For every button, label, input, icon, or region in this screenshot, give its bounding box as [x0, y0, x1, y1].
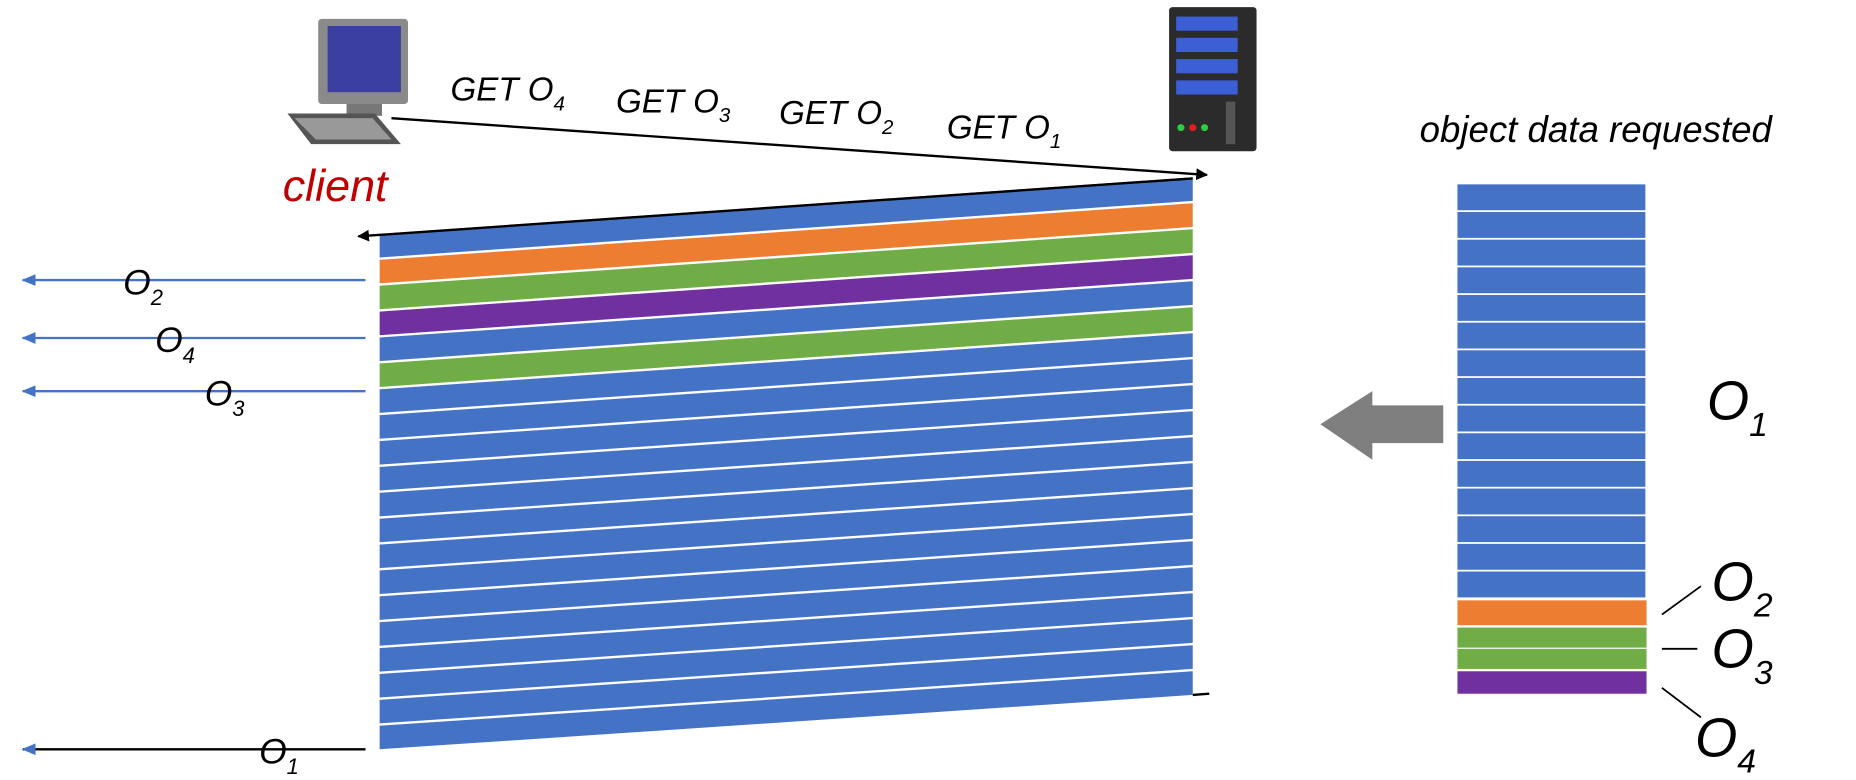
- queue-cell: [1457, 433, 1645, 459]
- queue-cell: [1457, 461, 1645, 487]
- queue-cell: [1457, 572, 1645, 598]
- client-icon: [287, 19, 408, 144]
- response-band: [380, 177, 1193, 749]
- label-text: O: [1707, 371, 1749, 432]
- queue-cell: [1457, 378, 1645, 404]
- server-icon: [1169, 7, 1256, 151]
- object-label: O3: [1712, 619, 1773, 692]
- queue-cell: [1457, 544, 1645, 570]
- queue-cell: [1457, 489, 1645, 515]
- queue-cell: [1457, 516, 1645, 542]
- arrival-label: O4: [155, 320, 195, 368]
- label-subscript: 2: [150, 285, 163, 310]
- label-text: O: [155, 320, 183, 360]
- diagram: client object data requested GET O4GET O…: [0, 0, 1856, 780]
- queue-cell: [1457, 295, 1645, 321]
- request-label: GET O1: [947, 109, 1061, 153]
- queue-cell: [1457, 406, 1645, 432]
- page: {"client_label": "client", "requests": […: [0, 0, 1856, 780]
- request-label: GET O3: [616, 83, 731, 127]
- label-subscript: 1: [287, 754, 299, 779]
- label-subscript: 2: [881, 116, 894, 139]
- request-label: GET O4: [451, 71, 565, 115]
- label-subscript: 4: [1737, 743, 1756, 780]
- queue-cell: [1457, 628, 1646, 648]
- label-subscript: 3: [1754, 654, 1773, 692]
- object-label: O4: [1695, 707, 1756, 780]
- object-label: O1: [1707, 371, 1768, 444]
- queue-cell: [1457, 212, 1645, 238]
- label-subscript: 3: [719, 104, 731, 127]
- client-label: client: [283, 160, 390, 211]
- label-text: O: [1712, 551, 1754, 612]
- label-subscript: 3: [232, 396, 245, 421]
- queue-cell: [1457, 600, 1646, 625]
- label-text: O: [1712, 619, 1754, 680]
- queue-cell: [1457, 240, 1645, 266]
- band-end: [1193, 694, 1210, 695]
- leader-line: [1662, 586, 1701, 614]
- queue-cell: [1457, 649, 1646, 669]
- arrival-label: O3: [205, 373, 246, 421]
- label-subscript: 4: [183, 343, 195, 368]
- label-text: GET O: [947, 109, 1050, 146]
- label-text: GET O: [779, 95, 882, 132]
- label-text: GET O: [616, 83, 719, 120]
- label-text: O: [1695, 707, 1737, 768]
- queue-cell: [1457, 671, 1646, 693]
- arrival-label: O2: [123, 262, 163, 310]
- queue-title: object data requested: [1420, 109, 1774, 150]
- queue-cell: [1457, 267, 1645, 293]
- label-subscript: 2: [1753, 587, 1773, 625]
- arrival-label: O1: [259, 731, 299, 779]
- queue-cell: [1457, 350, 1645, 376]
- label-subscript: 1: [1749, 406, 1768, 444]
- object-queue: [1457, 184, 1646, 693]
- object-label: O2: [1712, 551, 1773, 624]
- queue-cell: [1457, 184, 1645, 210]
- label-text: O: [259, 731, 287, 771]
- label-text: GET O: [451, 71, 554, 108]
- label-text: O: [123, 262, 151, 302]
- label-subscript: 1: [1050, 130, 1061, 153]
- label-text: O: [205, 373, 233, 413]
- flow-arrow: [1320, 391, 1443, 460]
- label-subscript: 4: [553, 92, 564, 115]
- request-label: GET O2: [779, 95, 894, 139]
- queue-cell: [1457, 323, 1645, 349]
